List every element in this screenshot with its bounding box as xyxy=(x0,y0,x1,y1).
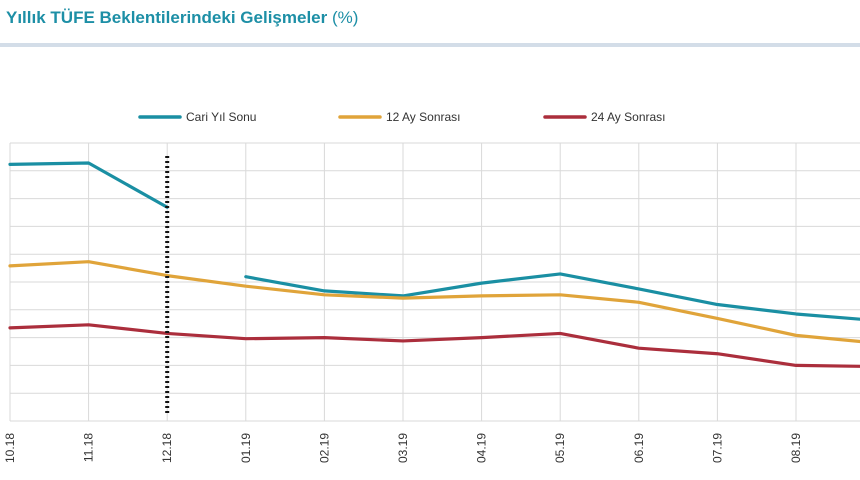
x-tick-label: 07.19 xyxy=(710,433,724,463)
series-layer xyxy=(8,161,860,368)
x-tick-label: 10.18 xyxy=(3,433,17,463)
legend-label-2: 12 Ay Sonrası xyxy=(386,110,461,124)
x-axis-ticks: 10.18 11.18 12.18 01.19 02.19 03.19 04.19 05.19… xyxy=(3,433,803,463)
title-text: Yıllık TÜFE Beklentilerindeki Gelişmeler xyxy=(6,8,328,27)
x-tick-label: 06.19 xyxy=(632,433,646,463)
title-divider xyxy=(0,43,860,47)
x-tick-label: 12.18 xyxy=(160,433,174,463)
x-tick-label: 01.19 xyxy=(239,433,253,463)
series-line-2 xyxy=(8,260,860,344)
grid-layer xyxy=(9,142,860,422)
x-tick-label: 05.19 xyxy=(553,433,567,463)
series-line-1 xyxy=(8,161,169,209)
legend-label-3: 24 Ay Sonrası xyxy=(591,110,666,124)
legend-label-1: Cari Yıl Sonu xyxy=(186,110,256,124)
x-tick-label: 04.19 xyxy=(475,433,489,463)
series-line-3 xyxy=(8,323,860,368)
x-tick-label: 02.19 xyxy=(317,433,331,463)
title-unit: (%) xyxy=(331,8,359,27)
x-tick-label: 11.18 xyxy=(82,433,96,462)
series-line-1 xyxy=(244,272,860,321)
legend: Cari Yıl Sonu 12 Ay Sonrası 24 Ay Sonrası xyxy=(138,110,666,124)
x-tick-label: 08.19 xyxy=(789,433,803,463)
title-bar: Yıllık TÜFE Beklentilerindeki Gelişmeler… xyxy=(0,0,860,47)
x-tick-label: 03.19 xyxy=(396,433,410,463)
page-title: Yıllık TÜFE Beklentilerindeki Gelişmeler… xyxy=(6,8,358,28)
